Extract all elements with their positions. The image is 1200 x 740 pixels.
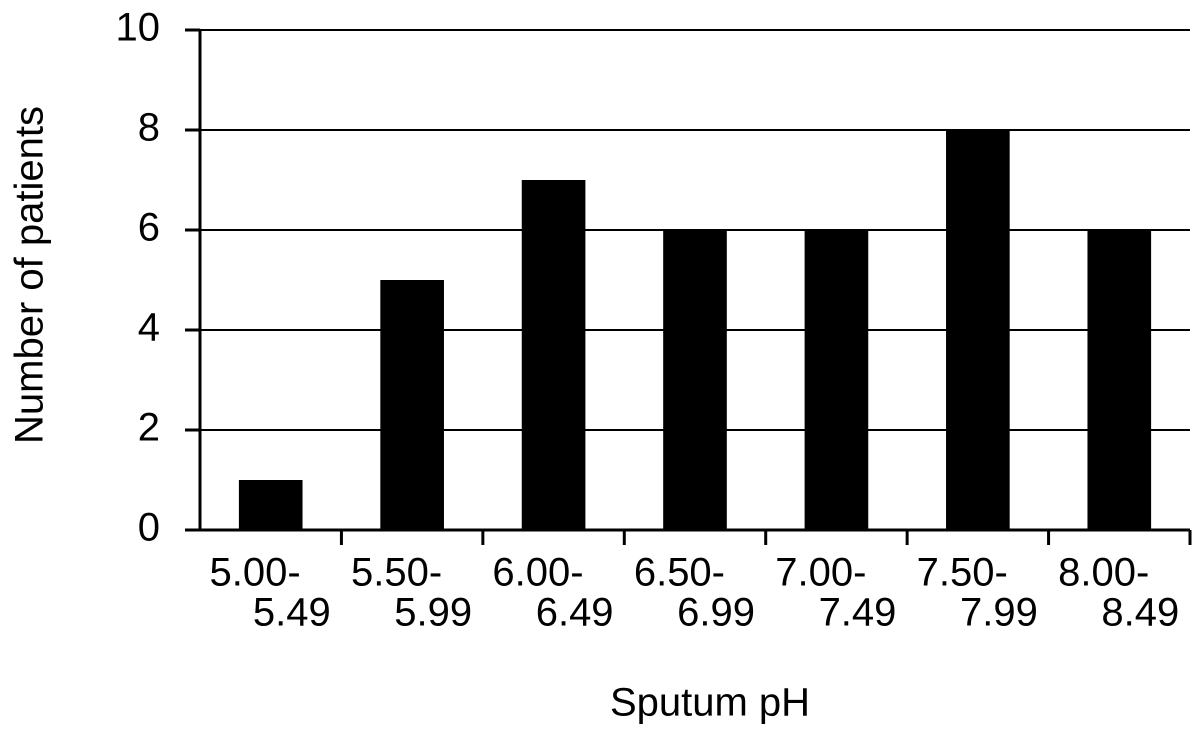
x-tick-label: 5.00- bbox=[210, 551, 301, 595]
x-tick-label: 5.50- bbox=[351, 551, 442, 595]
x-tick-label: 6.00- bbox=[492, 551, 583, 595]
y-tick-label: 0 bbox=[138, 506, 160, 550]
bar bbox=[1087, 230, 1152, 530]
x-tick-label: 7.99 bbox=[960, 591, 1038, 635]
x-tick-label: 6.99 bbox=[677, 591, 755, 635]
x-axis-title: Sputum pH bbox=[610, 681, 810, 725]
x-tick-label: 5.49 bbox=[253, 591, 331, 635]
y-tick-label: 6 bbox=[138, 206, 160, 250]
bar bbox=[804, 230, 869, 530]
x-tick-label: 7.49 bbox=[819, 591, 897, 635]
bar bbox=[946, 130, 1010, 530]
y-tick-label: 8 bbox=[138, 106, 160, 150]
x-tick-label: 8.00- bbox=[1058, 551, 1149, 595]
bar bbox=[380, 280, 444, 530]
x-tick-label: 6.49 bbox=[536, 591, 614, 635]
bar bbox=[238, 480, 303, 530]
y-tick-label: 2 bbox=[138, 406, 160, 450]
x-tick-label: 5.99 bbox=[394, 591, 472, 635]
y-axis-title: Number of patients bbox=[8, 106, 52, 444]
x-tick-label: 7.00- bbox=[775, 551, 866, 595]
x-tick-label: 6.50- bbox=[634, 551, 725, 595]
bar bbox=[521, 180, 586, 530]
y-tick-label: 10 bbox=[116, 6, 161, 50]
bar bbox=[663, 230, 727, 530]
y-tick-label: 4 bbox=[138, 306, 160, 350]
x-tick-label: 8.49 bbox=[1101, 591, 1179, 635]
x-tick-label: 7.50- bbox=[917, 551, 1008, 595]
